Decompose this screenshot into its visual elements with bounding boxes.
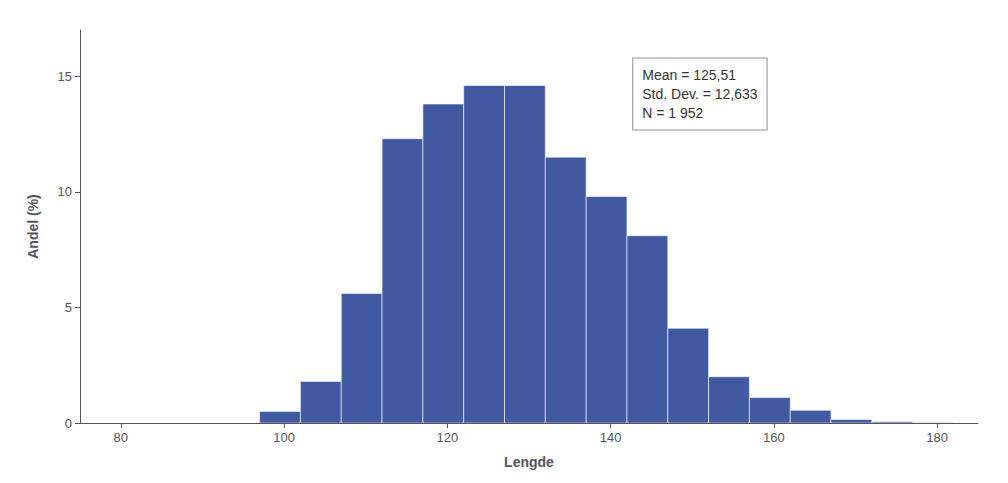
svg-text:120: 120 (437, 430, 459, 445)
svg-text:100: 100 (273, 430, 295, 445)
svg-text:N = 1 952: N = 1 952 (642, 105, 703, 121)
svg-text:Andel (%): Andel (%) (25, 194, 41, 259)
svg-text:140: 140 (600, 430, 622, 445)
svg-text:0: 0 (65, 416, 72, 431)
svg-text:10: 10 (58, 184, 72, 199)
svg-text:160: 160 (763, 430, 785, 445)
svg-text:80: 80 (114, 430, 128, 445)
svg-text:Lengde: Lengde (504, 454, 554, 470)
svg-text:180: 180 (926, 430, 948, 445)
svg-text:Mean = 125,51: Mean = 125,51 (642, 67, 736, 83)
svg-text:15: 15 (58, 69, 72, 84)
svg-text:Std. Dev. = 12,633: Std. Dev. = 12,633 (642, 86, 758, 102)
svg-text:5: 5 (65, 300, 72, 315)
